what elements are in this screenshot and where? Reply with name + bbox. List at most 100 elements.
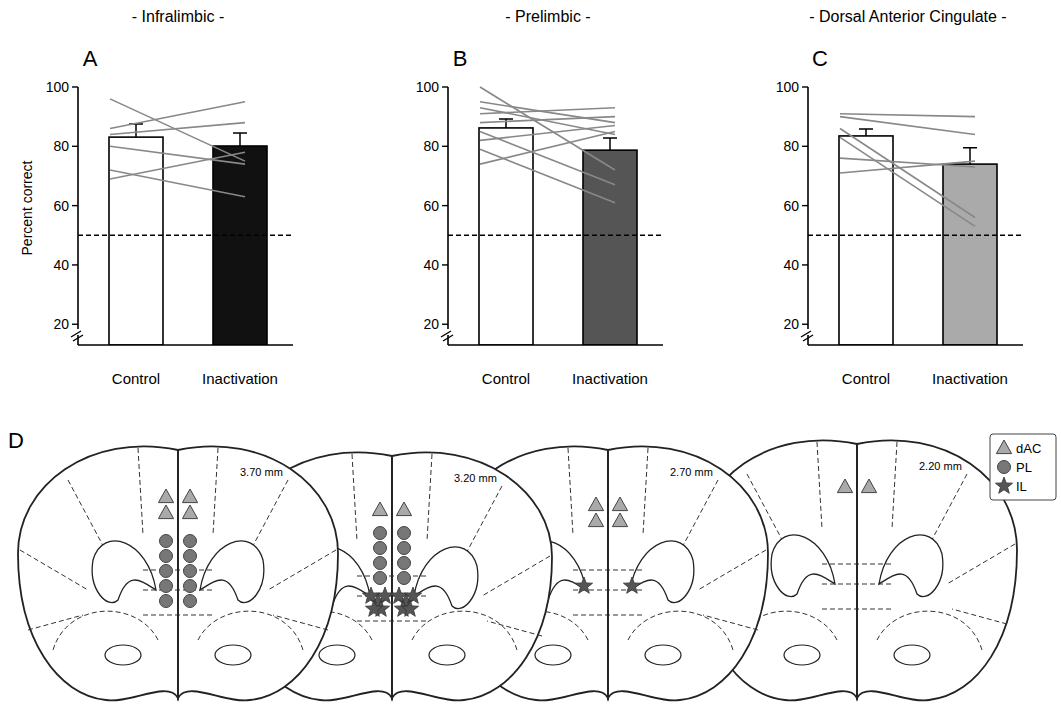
marker-pl [374, 572, 387, 585]
marker-dac [612, 497, 627, 511]
y-tick [802, 324, 808, 325]
subject-line [480, 108, 615, 135]
legend-box [990, 434, 1056, 500]
section-markers: 3.70 mm [158, 466, 282, 608]
panel-letter: D [8, 428, 24, 453]
marker-il [623, 577, 640, 593]
hemisphere-outline [178, 446, 338, 700]
marker-pl [160, 580, 173, 593]
marker-pl [374, 542, 387, 555]
marker-il [376, 587, 393, 603]
subject-line [110, 99, 245, 161]
y-tick [442, 205, 448, 206]
marker-il [404, 587, 421, 603]
subject-line [840, 137, 975, 226]
y-tick-label: 20 [53, 316, 69, 332]
section-markers: 3.20 mm [362, 472, 496, 616]
marker-il [401, 600, 418, 616]
bar [213, 146, 267, 345]
subject-line [480, 117, 615, 123]
marker-il [390, 587, 407, 603]
region-boundary [817, 442, 822, 529]
y-tick-label: 80 [423, 138, 439, 154]
error-bar [129, 124, 143, 137]
region-boundary [643, 448, 648, 535]
midline [391, 456, 393, 698]
structure [894, 645, 930, 665]
marker-dac [996, 440, 1011, 454]
x-tick-label: Inactivation [932, 370, 1008, 387]
white-matter [414, 547, 478, 609]
subject-line [110, 170, 245, 197]
region-boundary [427, 454, 432, 541]
y-axis [807, 87, 809, 345]
region-boundary [352, 454, 357, 541]
panel-letter: C [812, 46, 828, 71]
structure [645, 645, 681, 665]
y-tick [442, 264, 448, 265]
subject-line [110, 152, 245, 179]
subject-line [840, 129, 975, 218]
y-tick-label: 100 [776, 79, 800, 95]
bar [583, 150, 637, 345]
region-boundary [138, 448, 143, 535]
subject-line [110, 146, 245, 164]
y-tick [442, 324, 448, 325]
subject-line [110, 123, 245, 135]
region-boundary [28, 615, 83, 630]
y-tick-label: 40 [423, 257, 439, 273]
y-tick [72, 264, 78, 265]
x-tick-label: Control [112, 370, 160, 387]
subject-line [480, 102, 615, 123]
marker-dac [182, 489, 197, 503]
marker-pl [160, 535, 173, 548]
x-tick-label: Inactivation [202, 370, 278, 387]
legend-label: dAC [1016, 441, 1041, 456]
y-tick-label: 80 [783, 138, 799, 154]
marker-il [575, 577, 592, 593]
marker-pl [160, 550, 173, 563]
marker-pl [160, 565, 173, 578]
section-label: 2.70 mm [670, 466, 713, 478]
reference-line [78, 235, 293, 236]
marker-pl [398, 542, 411, 555]
marker-pl [374, 527, 387, 540]
brain-section [18, 446, 338, 700]
region-boundary [952, 609, 1007, 624]
error-bar [603, 138, 617, 150]
subject-line [840, 161, 975, 173]
region-boundary [892, 442, 897, 529]
subject-line [480, 149, 615, 202]
marker-pl [184, 580, 197, 593]
y-tick [802, 205, 808, 206]
hemisphere-outline [18, 446, 178, 700]
region-boundary [628, 611, 733, 650]
region-boundary [927, 474, 967, 549]
subject-line [480, 126, 615, 141]
panel: - Dorsal Anterior Cingulate -C2040608010… [776, 8, 1023, 387]
region-boundary [482, 556, 550, 596]
region-boundary [68, 480, 108, 555]
marker-dac [158, 505, 173, 519]
reference-line [448, 235, 663, 236]
panel-title: - Dorsal Anterior Cingulate - [809, 8, 1006, 25]
x-axis [78, 344, 293, 346]
error-bar [499, 119, 513, 128]
white-matter [200, 541, 264, 603]
marker-dac [158, 489, 173, 503]
error-bar [859, 129, 873, 136]
bar [109, 137, 163, 345]
panel-letter: A [83, 46, 98, 71]
marker-pl [398, 557, 411, 570]
midline [856, 444, 858, 698]
y-tick-label: 20 [423, 316, 439, 332]
y-tick [72, 146, 78, 147]
y-tick-label: 60 [783, 198, 799, 214]
figure: - Infralimbic -APercent correct204060801… [0, 0, 1061, 716]
marker-dac [396, 502, 411, 516]
y-axis [447, 87, 449, 345]
marker-il [362, 587, 379, 603]
region-boundary [678, 480, 718, 555]
midline [177, 450, 179, 698]
white-matter [92, 541, 156, 603]
